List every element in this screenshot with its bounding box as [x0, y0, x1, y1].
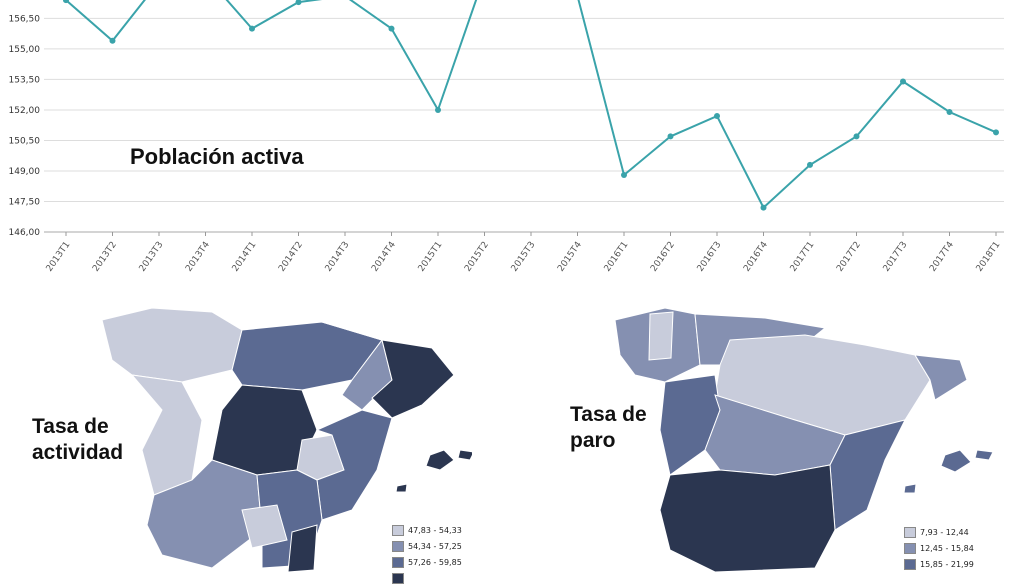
- map-region-northwest-light: [648, 311, 674, 361]
- y-tick-label: 146,00: [9, 228, 41, 238]
- data-point: [388, 25, 395, 32]
- data-point: [667, 133, 674, 140]
- x-tick-label: 2018T1: [975, 240, 1003, 274]
- data-point: [900, 78, 906, 85]
- x-tick-label: 2013T3: [138, 240, 166, 274]
- data-point: [249, 25, 255, 32]
- legend-text: 15,85 - 21,99: [920, 559, 974, 569]
- legend-swatch: [392, 572, 404, 584]
- x-tick-label: 2014T2: [277, 240, 305, 274]
- x-tick-label: 2015T2: [463, 240, 491, 274]
- map-region-northwest: [101, 307, 243, 383]
- x-tick-label: 2014T1: [231, 240, 259, 274]
- activity-rate-legend: 47,83 - 54,33 54,34 - 57,25 57,26 - 59,8…: [392, 522, 462, 586]
- x-tick-label: 2015T1: [417, 240, 445, 274]
- data-point: [295, 0, 302, 6]
- chart-title: Población activa: [130, 144, 304, 169]
- series-line: [65, 0, 997, 210]
- y-tick-label: 153,50: [9, 75, 41, 85]
- y-tick-label: 147,50: [9, 197, 41, 207]
- unemployment-rate-legend: 7,93 - 12,44 12,45 - 15,84 15,85 - 21,99: [904, 524, 974, 572]
- map-region-southeast: [287, 524, 318, 573]
- x-tick-label: 2016T3: [696, 240, 724, 274]
- legend-swatch: [904, 542, 916, 554]
- y-tick-label: 152,00: [9, 106, 41, 116]
- data-point: [621, 172, 627, 179]
- x-tick-label: 2017T1: [789, 240, 817, 274]
- line-chart: 146,00 147,50 149,00 150,50 152,00 153,50 155,…: [9, 0, 1004, 274]
- unemployment-rate-map: [614, 307, 994, 573]
- x-tick-label: 2015T4: [556, 240, 584, 274]
- map-region-east: [315, 409, 393, 521]
- legend-text: 7,93 - 12,44: [920, 527, 969, 537]
- x-axis-tick-marks: [65, 232, 997, 236]
- legend-swatch: [392, 556, 404, 568]
- map-island-large: [425, 449, 455, 471]
- x-tick-label: 2017T2: [835, 240, 863, 274]
- data-point: [109, 37, 116, 44]
- legend-item: 47,83 - 54,33: [392, 522, 462, 538]
- x-tick-label: 2013T2: [91, 240, 119, 274]
- legend-item: 7,93 - 12,44: [904, 524, 974, 540]
- data-point: [435, 106, 441, 113]
- legend-item: [392, 570, 462, 586]
- map-island-small: [395, 483, 408, 493]
- y-axis-ticks: 146,00 147,50 149,00 150,50 152,00 153,50 155,…: [9, 14, 41, 238]
- map-region-catalonia: [371, 339, 455, 419]
- y-tick-label: 156,50: [9, 14, 41, 24]
- series-points: [63, 0, 999, 211]
- map-island-medium: [457, 449, 472, 461]
- legend-text: 57,26 - 59,85: [408, 557, 462, 567]
- x-tick-label: 2017T3: [882, 240, 910, 274]
- data-point: [714, 113, 720, 120]
- legend-swatch: [392, 524, 404, 536]
- data-point: [807, 161, 813, 168]
- legend-swatch: [392, 540, 404, 552]
- legend-text: 47,83 - 54,33: [408, 525, 462, 535]
- x-tick-label: 2013T4: [184, 240, 212, 274]
- map-island-large: [940, 449, 972, 473]
- x-axis-ticks: 2013T1 2013T2 2013T3 2013T4 2014T1 2014T2 2014…: [45, 240, 1003, 274]
- legend-text: 12,45 - 15,84: [920, 543, 974, 553]
- map-region-west: [130, 374, 203, 496]
- legend-item: 15,85 - 21,99: [904, 556, 974, 572]
- activity-rate-label: Tasa de actividad: [32, 415, 124, 464]
- y-tick-label: 155,00: [9, 45, 41, 55]
- unemployment-rate-label: Tasa de paro: [570, 403, 647, 452]
- legend-item: 12,45 - 15,84: [904, 540, 974, 556]
- data-point: [993, 129, 999, 136]
- data-point: [760, 204, 767, 211]
- legend-item: 54,34 - 57,25: [392, 538, 462, 554]
- legend-swatch: [904, 558, 916, 570]
- legend-item: 57,26 - 59,85: [392, 554, 462, 570]
- data-point: [853, 133, 860, 140]
- data-point: [63, 0, 69, 4]
- map-region-south: [659, 464, 836, 573]
- x-tick-label: 2017T4: [928, 240, 956, 274]
- y-tick-label: 150,50: [9, 136, 41, 146]
- map-region-northeast: [914, 354, 968, 401]
- legend-swatch: [904, 526, 916, 538]
- x-tick-label: 2013T1: [45, 240, 73, 274]
- activity-rate-map: [101, 307, 472, 573]
- map-island-medium: [974, 449, 994, 461]
- x-tick-label: 2014T3: [324, 240, 352, 274]
- legend-text: 54,34 - 57,25: [408, 541, 462, 551]
- y-tick-label: 149,00: [9, 167, 41, 177]
- x-tick-label: 2016T4: [742, 240, 770, 274]
- map-region-south-light: [241, 504, 288, 549]
- data-point: [946, 108, 953, 115]
- grid-lines: [44, 17, 1004, 233]
- x-tick-label: 2016T1: [603, 240, 631, 274]
- x-tick-label: 2015T3: [510, 240, 538, 274]
- x-tick-label: 2016T2: [649, 240, 677, 274]
- x-tick-label: 2014T4: [370, 240, 398, 274]
- map-island-small: [903, 483, 917, 494]
